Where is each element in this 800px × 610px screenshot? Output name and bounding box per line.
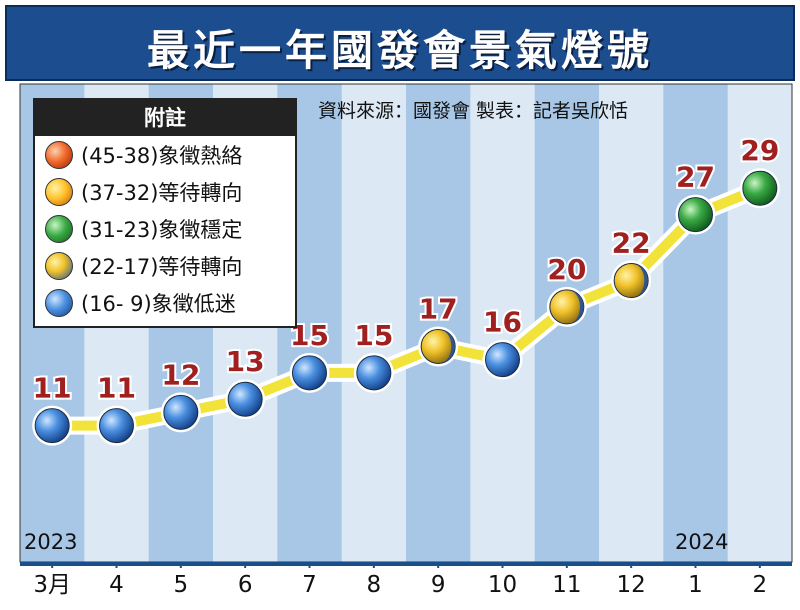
- legend-label: (45-38)象徵熱絡: [81, 143, 243, 168]
- stripe-band: [663, 84, 729, 562]
- markers: [32, 168, 780, 446]
- x-tick-label: 6: [238, 572, 253, 598]
- legend-label: (22-17)等待轉向: [81, 254, 243, 279]
- x-tick-label: 12: [617, 572, 646, 598]
- data-point-shade: [570, 290, 584, 324]
- legend-title: 附註: [35, 100, 295, 136]
- data-point: [678, 197, 713, 233]
- data-point: [99, 408, 134, 444]
- data-label: 17: [419, 292, 458, 325]
- title-bar: 最近一年國發會景氣燈號: [5, 5, 795, 81]
- x-tick-label: 8: [367, 572, 382, 598]
- x-tick-label: 10: [488, 572, 517, 598]
- blue-light-icon: [45, 288, 73, 317]
- data-label: 22: [612, 227, 651, 260]
- data-point: [163, 394, 199, 430]
- yellow-red-light-icon: [45, 177, 73, 206]
- legend-item-yellow-red: (37-32)等待轉向: [35, 173, 295, 210]
- source-credit: 資料來源：國發會 製表：記者吳欣恬: [318, 100, 629, 122]
- data-label: 11: [97, 372, 136, 405]
- x-tick-label: 3月: [33, 572, 71, 598]
- stripe-band: [727, 84, 793, 562]
- data-label: 29: [740, 134, 779, 167]
- legend-item-green: (31-23)象徵穩定: [35, 210, 295, 247]
- year-end-label: 2024: [675, 530, 729, 554]
- stripe-band: [341, 84, 407, 562]
- legend-label: (16- 9)象徵低迷: [81, 291, 236, 316]
- data-label: 12: [161, 358, 200, 391]
- x-axis-line: [20, 562, 792, 566]
- data-point: [356, 355, 392, 391]
- data-point: [420, 328, 456, 364]
- data-label: 13: [226, 345, 265, 378]
- data-label: 11: [33, 372, 72, 405]
- data-label: 15: [354, 319, 393, 352]
- data-point-shade: [442, 329, 456, 363]
- data-label: 27: [676, 161, 715, 194]
- x-tick-label: 4: [109, 572, 124, 598]
- legend-item-hot: (45-38)象徵熱絡: [35, 136, 295, 173]
- green-light-icon: [45, 214, 73, 243]
- data-point: [227, 381, 263, 417]
- data-point: [485, 342, 520, 378]
- data-point: [613, 263, 649, 299]
- x-tick-label: 9: [431, 572, 446, 598]
- data-point: [549, 289, 585, 325]
- yellow-blue-light-icon: [45, 251, 73, 280]
- data-point: [742, 170, 778, 206]
- year-start-label: 2023: [24, 530, 78, 554]
- x-tick-label: 7: [302, 572, 317, 598]
- x-axis-bar: [20, 562, 792, 568]
- legend-item-blue: (16- 9)象徵低迷: [35, 284, 295, 321]
- data-point: [34, 408, 70, 444]
- chart-title: 最近一年國發會景氣燈號: [146, 26, 653, 75]
- legend: 附註 (45-38)象徵熱絡 (37-32)等待轉向 (31-23)象徵穩定 (…: [33, 98, 297, 328]
- stripe-band: [599, 84, 664, 562]
- x-tick-label: 2: [753, 572, 768, 598]
- legend-label: (37-32)等待轉向: [81, 180, 243, 205]
- legend-label: (31-23)象徵穩定: [81, 217, 243, 242]
- x-tick-label: 5: [174, 572, 189, 598]
- x-tick-label: 1: [688, 572, 703, 598]
- x-tick-labels: 3月 4 5 6 7 8 9 10 11 12 1 2: [33, 572, 767, 598]
- data-label: 16: [483, 306, 522, 339]
- stripe-band: [470, 84, 536, 562]
- red-light-icon: [45, 140, 73, 169]
- data-label: 20: [547, 253, 586, 286]
- data-point: [292, 355, 327, 391]
- stripe-band: [406, 84, 471, 562]
- legend-item-yellow-blue: (22-17)等待轉向: [35, 247, 295, 284]
- x-tick-label: 11: [552, 572, 581, 598]
- data-point-shade: [635, 264, 649, 298]
